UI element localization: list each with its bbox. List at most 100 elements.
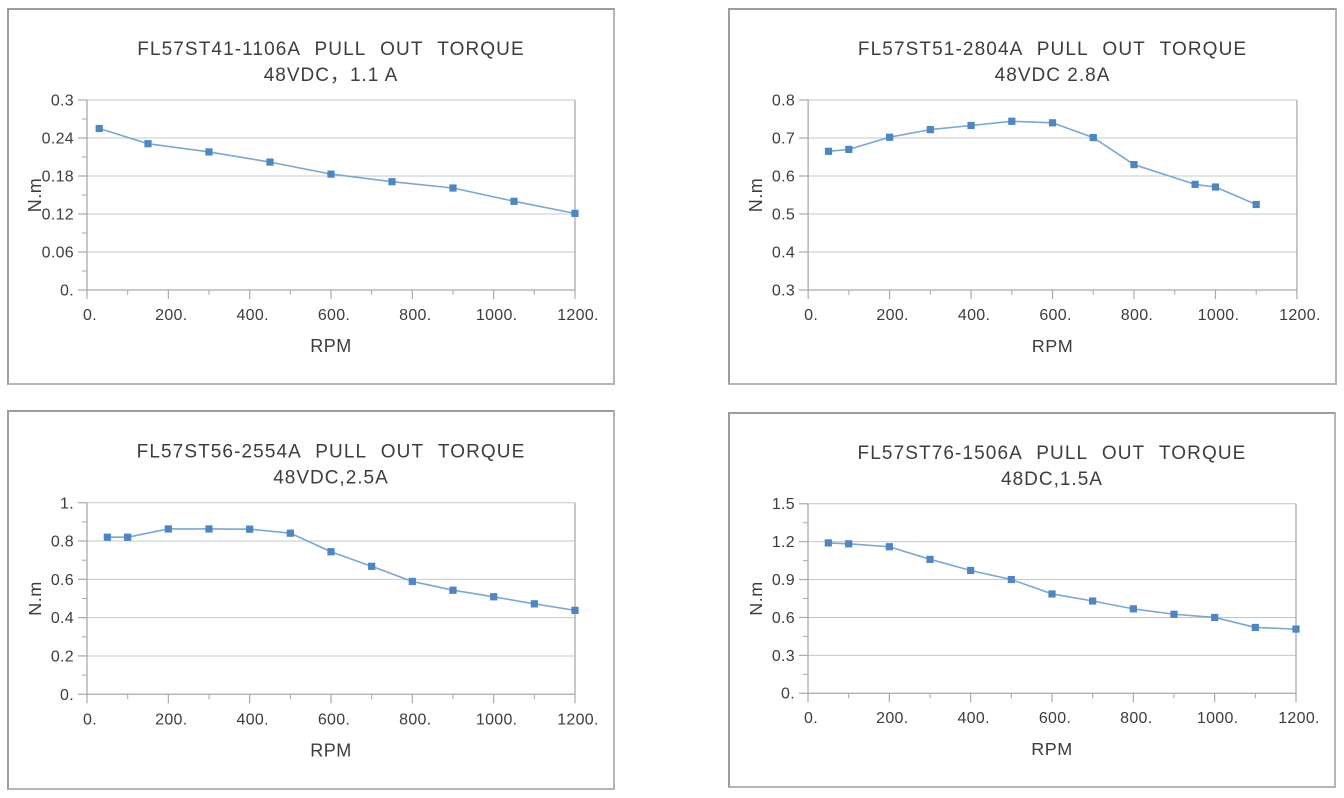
y-axis-title: N.m (25, 178, 45, 213)
y-tick-label: 0.12 (42, 207, 74, 224)
data-point-marker (845, 145, 853, 153)
x-tick-label: 400. (958, 307, 990, 324)
x-tick-label: 200. (876, 307, 908, 324)
y-tick-label: 0. (781, 686, 795, 703)
x-axis-title: RPM (310, 336, 352, 356)
chart-title: FL57ST51-2804A PULL OUT TORQUE (858, 39, 1247, 60)
data-point-marker (490, 593, 498, 601)
data-point-marker (1008, 117, 1016, 125)
y-tick-label: 0.18 (42, 169, 74, 186)
y-axis-title: N.m (746, 581, 766, 615)
x-tick-label: 800. (1120, 710, 1152, 727)
chart-panel-fl57st51-2804a: 0.3 0.4 0.5 0.6 0.7 0.8 0. 200. 400. 600. 800. 1000… (728, 8, 1337, 385)
data-point-marker (449, 184, 457, 192)
data-point-marker (1130, 161, 1138, 169)
chart-subtitle: 48VDC，1.1 A (264, 65, 399, 86)
series-line (98, 127, 576, 215)
pull-out-torque-chart-fl57st56-2554a: 0. 0.2 0.4 0.6 0.8 1. 0. 200. 400. 600. 800. 1000. 1… (25, 441, 599, 761)
y-axis-title: N.m (25, 581, 45, 616)
x-tick-label: 1200. (1278, 710, 1320, 727)
data-point-marker (926, 126, 934, 134)
x-tick-label: 1200. (557, 307, 599, 324)
data-point-marker (1191, 180, 1199, 188)
y-tick-label: 0.3 (772, 283, 795, 300)
data-point-marker (286, 529, 294, 537)
data-point-marker (510, 197, 518, 205)
x-tick-label: 0. (804, 710, 818, 727)
y-tick-label: 0.9 (772, 572, 795, 589)
y-tick-label: 0.2 (51, 647, 74, 665)
data-point-marker (1007, 575, 1015, 584)
data-point-marker (1251, 623, 1259, 632)
x-axis-title: RPM (1032, 336, 1074, 356)
x-tick-label: 400. (236, 307, 268, 324)
x-axis-title: RPM (310, 741, 351, 761)
chart-title: FL57ST76-1506A PULL OUT TORQUE (858, 443, 1247, 464)
x-axis-title: RPM (1031, 739, 1072, 759)
data-point-marker (449, 586, 457, 594)
y-tick-label: 0.8 (772, 93, 795, 110)
x-tick-label: 1000. (1198, 307, 1240, 324)
chart-panel-fl57st41-1106a: 0. 0.06 0.12 0.18 0.24 0.3 0. 200. 400. 600. 800. 1… (7, 8, 615, 385)
x-tick-label: 1000. (1197, 710, 1239, 727)
y-tick-label: 0.4 (772, 245, 795, 262)
data-point-marker (824, 539, 832, 547)
data-point-marker (246, 525, 254, 533)
x-tick-label: 600. (318, 710, 350, 728)
series-line (828, 542, 1297, 630)
chart-panel-fl57st76-1506a: 0. 0.3 0.6 0.9 1.2 1.5 0. 200. 400. 600. 800. 1000.… (728, 412, 1336, 788)
x-tick-label: 200. (155, 307, 187, 324)
x-tick-label: 1200. (557, 710, 599, 728)
y-tick-label: 0.6 (772, 169, 795, 186)
x-tick-label: 200. (876, 710, 908, 727)
x-tick-label: 400. (237, 710, 269, 728)
data-point-marker (164, 525, 172, 533)
pull-out-torque-chart-fl57st41-1106a: 0. 0.06 0.12 0.18 0.24 0.3 0. 200. 400. 600. 800. 1… (25, 39, 599, 356)
data-point-marker (144, 140, 152, 148)
y-tick-label: 1.5 (772, 496, 795, 513)
y-tick-label: 0.3 (51, 93, 74, 110)
x-tick-label: 0. (83, 710, 97, 728)
data-point-marker (530, 600, 538, 608)
x-tick-label: 600. (1039, 710, 1071, 727)
chart-title: FL57ST56-2554A PULL OUT TORQUE (137, 441, 526, 462)
data-point-marker (205, 525, 213, 533)
chart-subtitle: 48DC,1.5A (1001, 469, 1103, 490)
data-point-marker (967, 121, 975, 130)
data-point-marker (926, 555, 934, 563)
y-tick-label: 0. (60, 283, 74, 300)
data-point-marker (1048, 590, 1056, 598)
y-tick-label: 0.4 (51, 609, 74, 627)
data-point-marker (408, 577, 416, 586)
data-point-marker (1292, 625, 1300, 633)
chart-title: FL57ST41-1106A PULL OUT TORQUE (137, 39, 525, 60)
y-tick-label: 0.24 (42, 131, 74, 148)
data-point-marker (571, 209, 579, 217)
y-tick-label: 0.6 (51, 571, 74, 589)
data-point-marker (1089, 134, 1097, 142)
x-tick-label: 1000. (476, 307, 518, 324)
data-point-marker (103, 533, 111, 541)
x-tick-label: 0. (83, 307, 97, 324)
data-point-marker (95, 124, 103, 133)
x-tick-label: 1200. (1279, 307, 1321, 324)
data-point-marker (266, 158, 274, 166)
data-point-marker (1170, 610, 1178, 618)
x-tick-label: 600. (318, 307, 350, 324)
y-tick-label: 0.3 (772, 648, 795, 665)
x-tick-label: 600. (1039, 307, 1071, 324)
y-tick-label: 0.7 (772, 131, 795, 148)
data-point-marker (1129, 605, 1137, 613)
data-point-marker (885, 543, 893, 551)
y-tick-label: 0.5 (772, 207, 795, 224)
x-tick-label: 1000. (476, 710, 518, 728)
data-point-marker (368, 562, 376, 570)
data-point-marker (327, 548, 335, 556)
data-point-marker (1048, 119, 1057, 127)
y-tick-label: 0. (60, 686, 74, 704)
data-point-marker (1211, 613, 1219, 622)
data-point-marker (124, 533, 132, 541)
data-point-marker (845, 540, 853, 548)
x-tick-label: 200. (155, 710, 187, 728)
